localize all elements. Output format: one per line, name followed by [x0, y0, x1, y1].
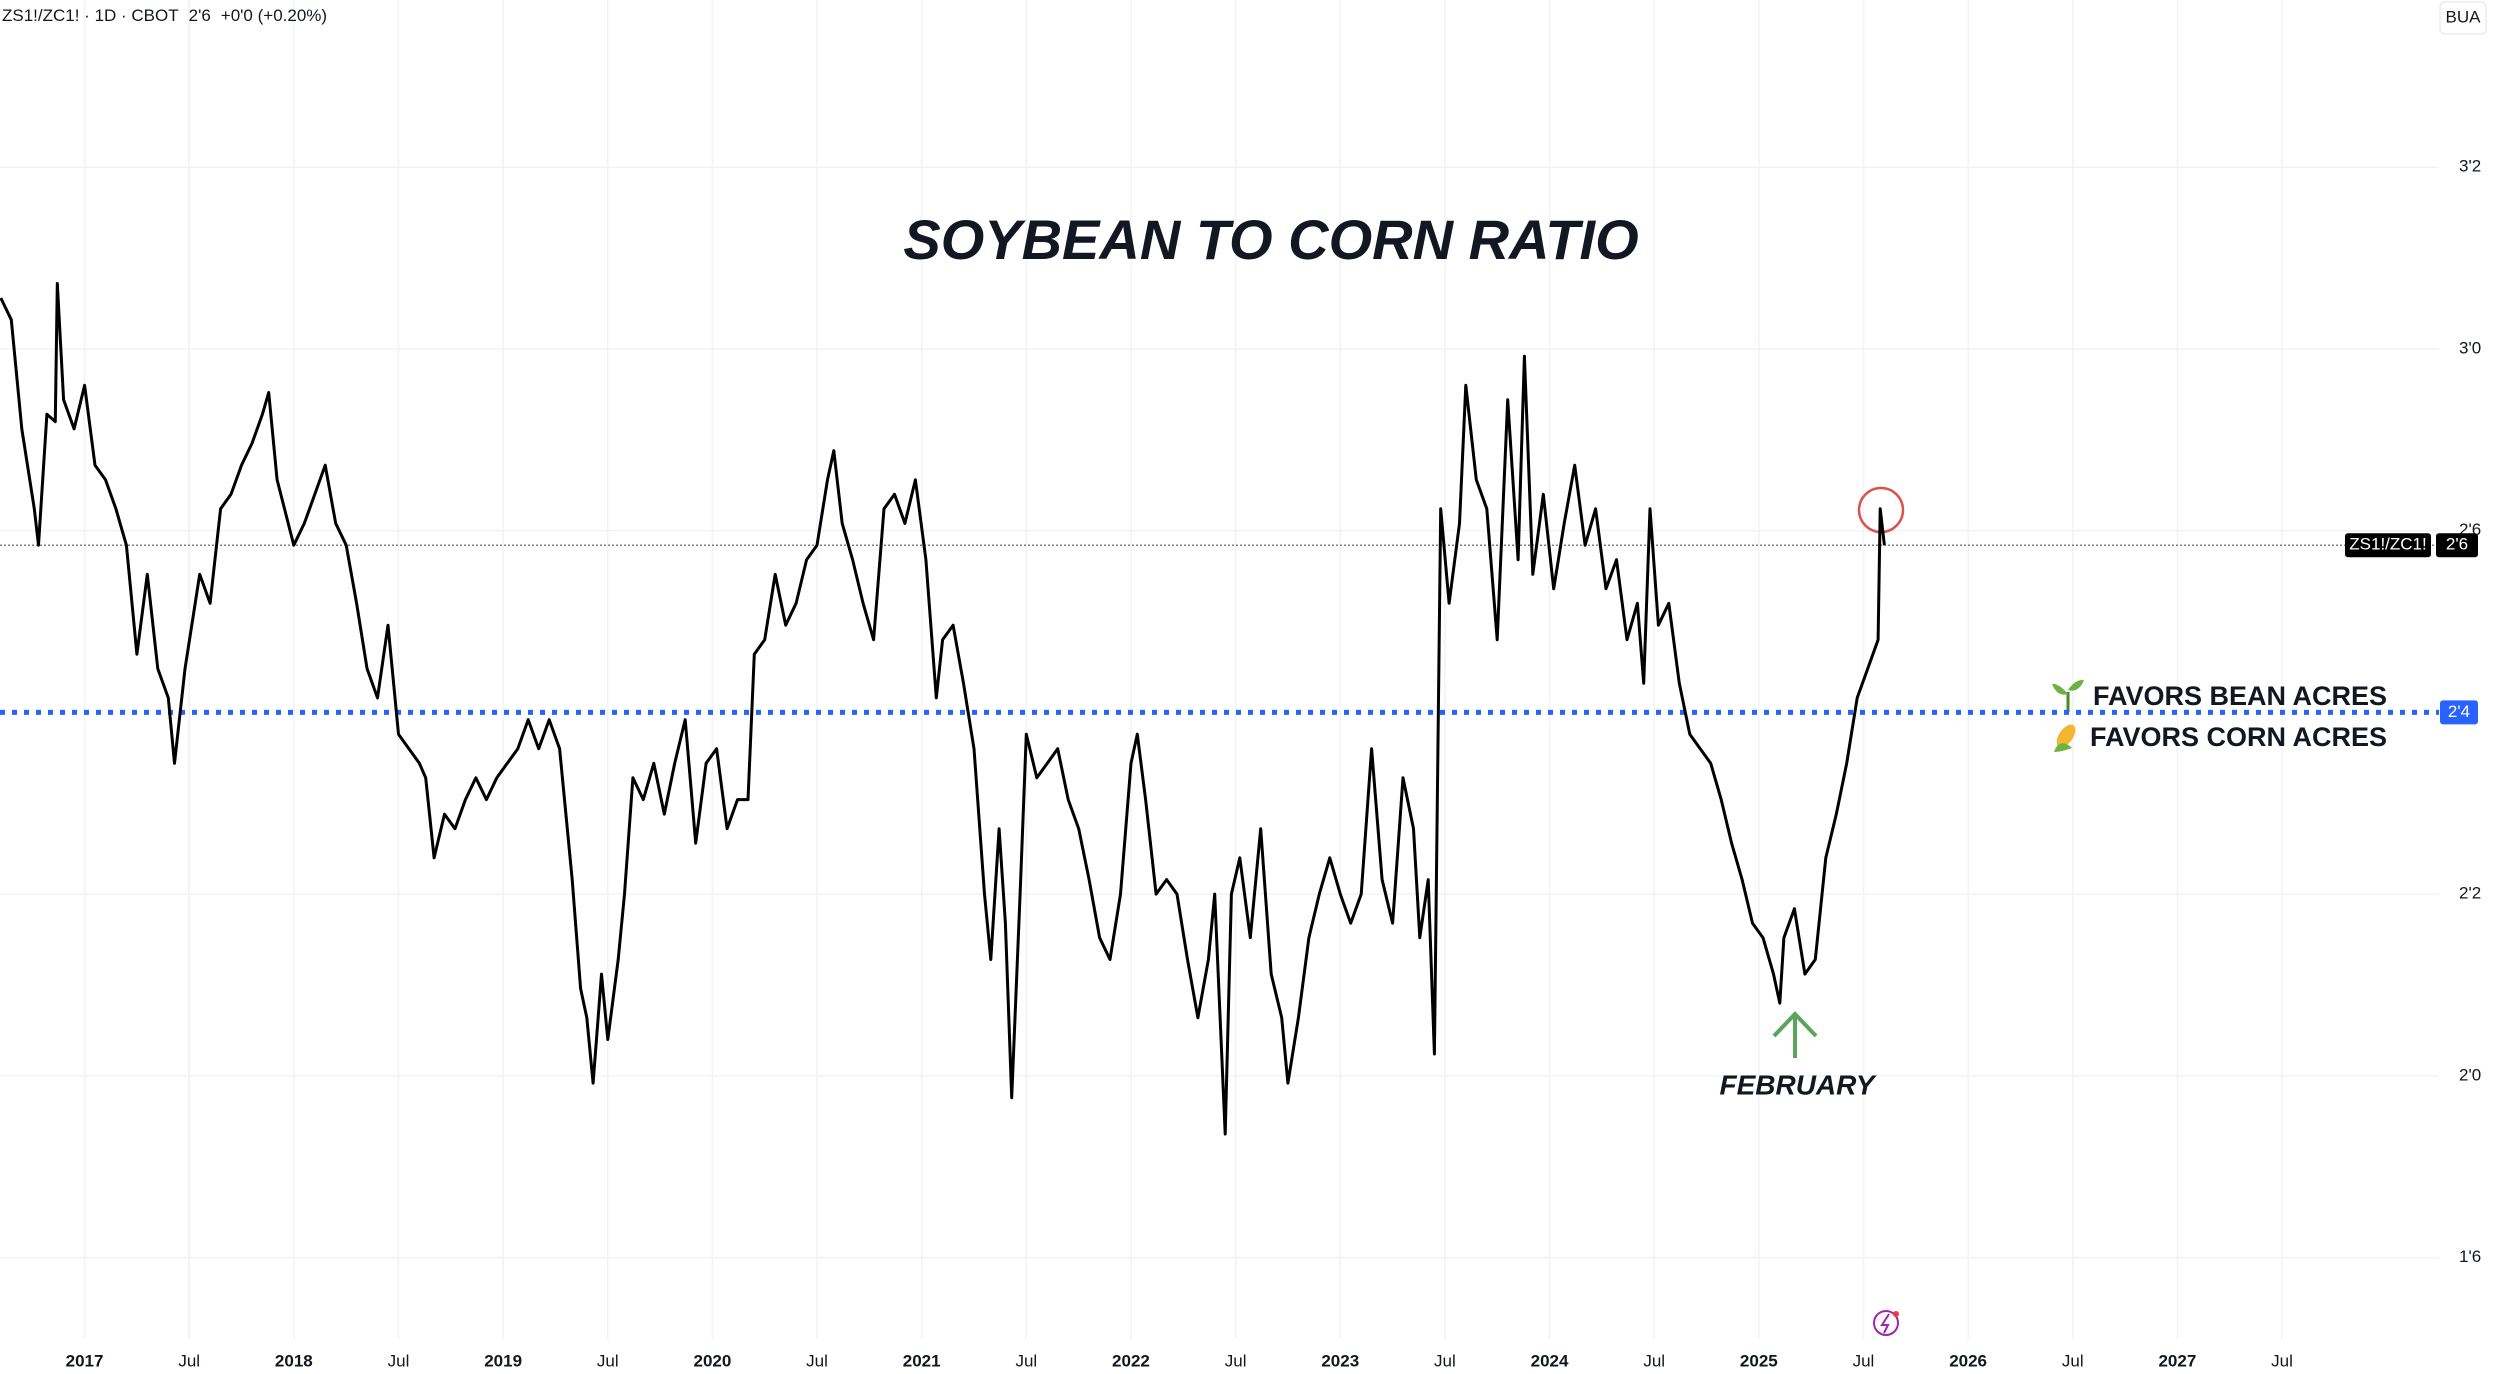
x-tick-label: 2019: [484, 1351, 522, 1370]
x-tick-label: 2025: [1740, 1351, 1778, 1370]
chart-title: SOYBEAN TO CORN RATIO: [903, 208, 1638, 271]
annotation-below: FAVORS CORN ACRES: [2090, 722, 2387, 752]
reference-label: 2'4: [2448, 702, 2470, 721]
y-tick-label: 2'2: [2459, 884, 2481, 903]
annotation-low: FEBRUARY: [1719, 1069, 1876, 1100]
header: ZS1!/ZC1! · 1D · CBOT 2'6 +0'0 (+0.20%): [2, 6, 327, 25]
header-change: +0'0 (+0.20%): [221, 6, 327, 25]
corn-icon: [2054, 724, 2076, 752]
x-tick-label: Jul: [2271, 1351, 2293, 1370]
badge[interactable]: BUA: [2446, 7, 2482, 26]
arrow: [1772, 1011, 1818, 1058]
x-tick-label: Jul: [2062, 1351, 2084, 1370]
x-tick-label: 2018: [275, 1351, 313, 1370]
last-price-name: ZS1!/ZC1!: [2349, 535, 2426, 554]
x-tick-label: 2024: [1531, 1351, 1569, 1370]
x-tick-label: Jul: [1015, 1351, 1037, 1370]
x-tick-label: 2021: [903, 1351, 941, 1370]
symbol: ZS1!/ZC1! · 1D · CBOT: [2, 6, 179, 25]
x-tick-label: Jul: [1434, 1351, 1456, 1370]
x-tick-label: 2022: [1112, 1351, 1150, 1370]
reference-label-box: [2440, 700, 2478, 725]
header-price: 2'6: [189, 6, 211, 25]
last-price-label: 2'6: [2446, 535, 2468, 554]
x-tick-label: Jul: [1225, 1351, 1247, 1370]
y-tick-label: 3'0: [2459, 338, 2481, 357]
x-tick-label: Jul: [1853, 1351, 1875, 1370]
seedling-icon: [2052, 679, 2084, 712]
last-price-box: [2436, 533, 2478, 558]
x-tick-label: Jul: [1643, 1351, 1665, 1370]
y-tick-label: 3'2: [2459, 157, 2481, 176]
badge-box[interactable]: [2439, 1, 2487, 35]
x-tick-label: 2023: [1321, 1351, 1359, 1370]
x-tick-label: Jul: [597, 1351, 619, 1370]
x-tick-label: 2017: [66, 1351, 104, 1370]
last-price-name-box: [2345, 533, 2431, 558]
x-tick-label: 2027: [2158, 1351, 2196, 1370]
x-tick-label: 2026: [1949, 1351, 1987, 1370]
x-tick-label: Jul: [178, 1351, 200, 1370]
x-tick-label: 2020: [693, 1351, 731, 1370]
grid: [0, 0, 2439, 1339]
y-tick-label: 1'6: [2459, 1247, 2481, 1266]
y-tick-label: 2'0: [2459, 1065, 2481, 1084]
price-line: [0, 282, 1886, 1136]
annotation-above: FAVORS BEAN ACRES: [2093, 681, 2387, 711]
alert-icon[interactable]: [1873, 1310, 1899, 1336]
x-tick-label: Jul: [806, 1351, 828, 1370]
x-tick-label: Jul: [388, 1351, 410, 1370]
